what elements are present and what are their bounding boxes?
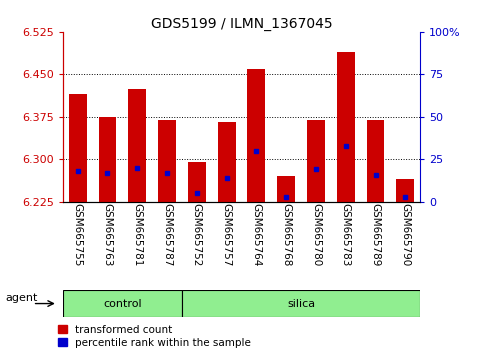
Bar [63, 290, 182, 317]
Bar [277, 176, 295, 202]
Bar [337, 52, 355, 202]
Bar [218, 122, 236, 202]
Bar [99, 117, 116, 202]
Bar [307, 120, 325, 202]
Bar [158, 120, 176, 202]
Bar [247, 69, 265, 202]
Title: GDS5199 / ILMN_1367045: GDS5199 / ILMN_1367045 [151, 17, 332, 31]
Text: silica: silica [287, 298, 315, 309]
Bar [69, 94, 86, 202]
Bar [188, 162, 206, 202]
Text: control: control [103, 298, 142, 309]
Bar [397, 179, 414, 202]
Bar [367, 120, 384, 202]
Text: agent: agent [5, 293, 37, 303]
Bar [182, 290, 420, 317]
Legend: transformed count, percentile rank within the sample: transformed count, percentile rank withi… [58, 325, 251, 348]
Bar [128, 88, 146, 202]
